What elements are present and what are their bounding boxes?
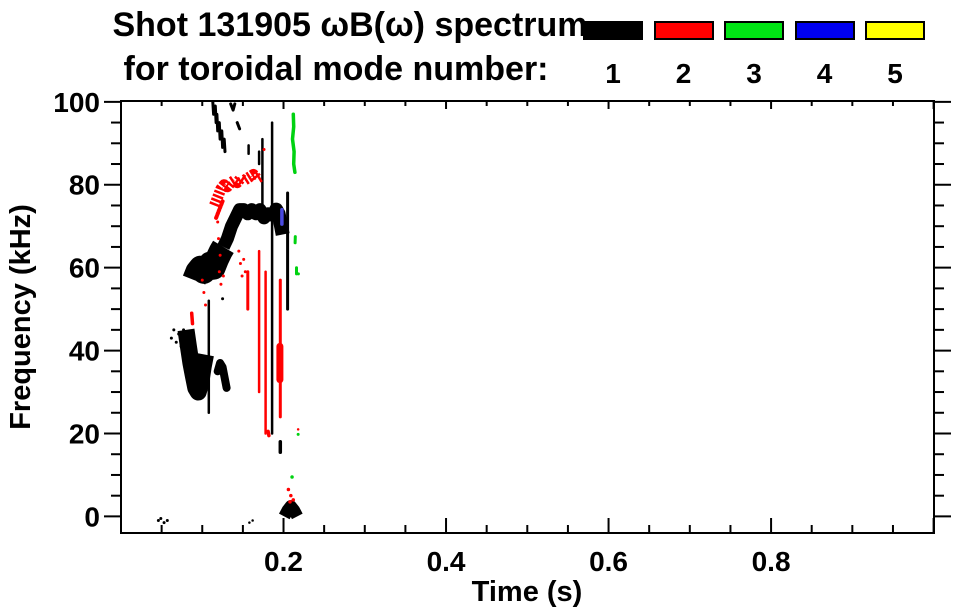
legend-label-mode-3: 3 [746,58,762,89]
figure-title-line2: for toroidal mode number: [123,50,549,88]
legend-label-mode-4: 4 [816,58,833,89]
legend-swatch-mode-2 [653,21,714,40]
x-tick-label: 0.6 [589,546,628,577]
legend-swatch-mode-1 [583,21,643,40]
x-tick-label: 0.2 [264,546,303,577]
series-n=1 [156,100,303,525]
legend-swatch-mode-3 [724,21,784,40]
tick-labels: 0.2 0.4 0.6 0.8 0 20 40 60 80 100 Time (s) Frequenc… [5,87,791,608]
figure-title-line1: Shot 131905 ωB(ω) spectrum [112,6,588,44]
legend-label-mode-1: 1 [605,58,621,89]
y-tick-label: 40 [69,336,100,367]
y-tick-label: 80 [69,170,100,201]
x-axis-title: Time (s) [472,576,583,608]
y-tick-label: 60 [69,253,100,284]
series-n=3 [290,112,300,479]
legend-label-mode-2: 2 [675,58,692,89]
x-tick-label: 0.8 [752,546,791,577]
axes [104,100,951,534]
y-tick-label: 0 [84,501,100,532]
legend-swatch-mode-5 [865,21,925,40]
spectrum-data [156,100,303,525]
series-n=2 [189,148,300,504]
legend-swatch-mode-4 [794,21,855,40]
legend-label-mode-5: 5 [887,58,903,89]
legend: 1 2 3 4 5 [0,0,963,95]
y-tick-label: 20 [69,418,100,449]
x-tick-label: 0.4 [427,546,466,577]
y-tick-label: 100 [53,87,100,118]
y-axis-title: Frequency (kHz) [5,204,37,430]
